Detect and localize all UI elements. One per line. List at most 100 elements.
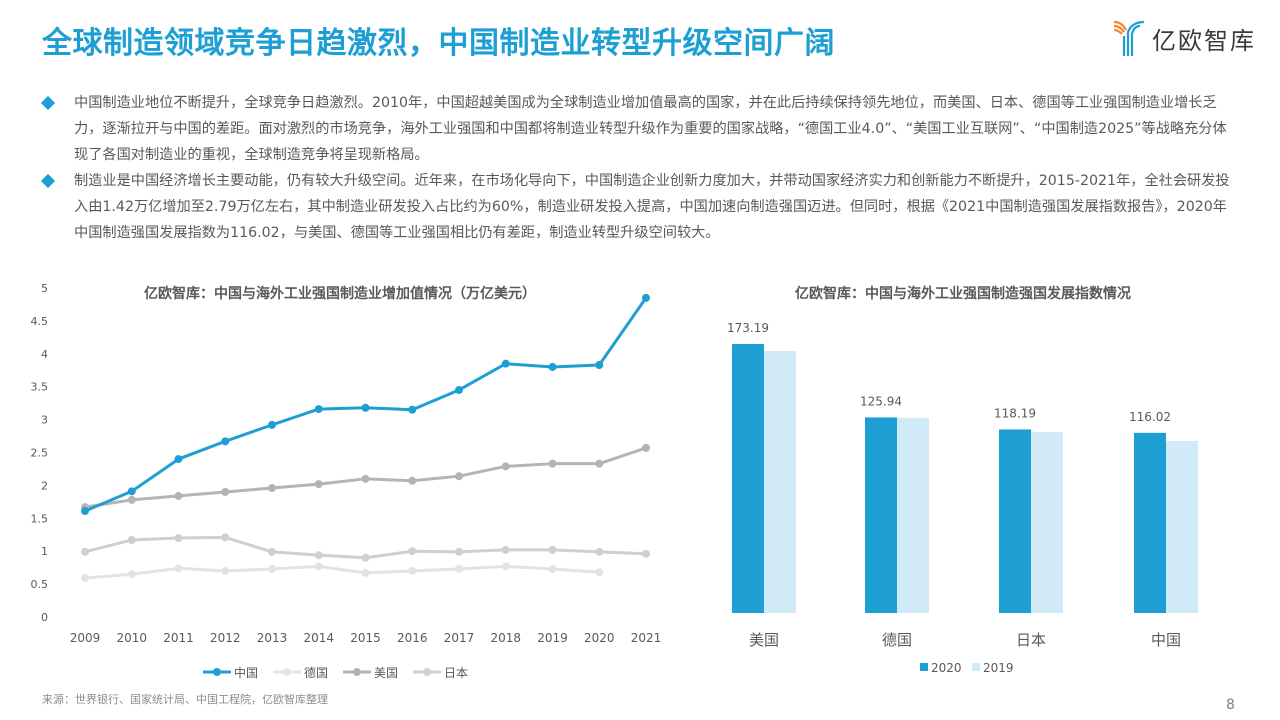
data-point [361,403,370,412]
data-point [221,437,230,446]
y-tick-label: 0 [41,611,48,624]
data-point [455,472,463,481]
logo-text: 亿欧智库 [1152,26,1256,55]
brand-logo: 亿欧智库 [1112,18,1256,58]
series-line [84,564,600,580]
bar-group: 116.02 中国 [1129,410,1198,649]
data-point [642,293,650,302]
data-point [408,547,417,556]
page-title: 全球制造领域竞争日趋激烈，中国制造业转型升级空间广阔 [42,26,835,61]
data-point [221,533,230,542]
data-point [501,545,510,554]
data-point [268,564,276,573]
legend-label: 美国 [374,666,398,680]
y-tick-label: 4.5 [31,315,49,328]
data-label: 116.02 [1129,410,1171,424]
bullet-text: 制造业是中国经济增长主要动能，仍有较大升级空间。近年来，在市场化导向下，中国制造… [74,173,1230,241]
category-label: 日本 [1016,631,1046,649]
data-point [595,459,604,468]
legend-item: 美国 [343,666,398,680]
bullet-item: 制造业是中国经济增长主要动能，仍有较大升级空间。近年来，在市场化导向下，中国制造… [40,168,1240,246]
legend-item: 2019 [972,661,1014,675]
legend-label: 2019 [983,661,1014,675]
data-point [408,476,417,485]
y-tick-label: 5 [41,282,48,295]
data-point [268,420,276,429]
data-point [314,562,323,571]
x-tick-label: 2011 [163,631,194,645]
y-tick-label: 3 [41,414,48,427]
series-美国 [81,443,650,512]
line-chart: 亿欧智库：中国与海外工业强国制造业增加值情况（万亿美元） 0 0.5 1 1.5 2 2.… [31,282,662,680]
line-chart-title: 亿欧智库：中国与海外工业强国制造业增加值情况（万亿美元） [144,285,536,302]
legend-marker-icon [283,668,291,676]
data-label: 173.19 [727,321,769,335]
legend-label: 2020 [931,661,962,675]
bar-2020 [1134,432,1166,613]
data-point [455,385,463,394]
bar-2019 [1166,440,1198,613]
legend-item: 德国 [273,665,328,680]
data-point [501,562,510,571]
category-label: 中国 [1151,631,1181,649]
bar-group: 125.94 德国 [860,394,929,649]
legend-marker-icon [423,668,431,676]
data-point [548,564,557,573]
y-tick-label: 2 [41,479,48,492]
data-point [174,455,183,464]
data-point [127,487,136,496]
data-point [455,547,463,556]
x-tick-label: 2018 [490,631,521,645]
data-point [642,443,650,452]
data-point [455,564,463,573]
source-note: 来源：世界银行、国家统计局、中国工程院，亿欧智库整理 [42,693,328,706]
x-tick-label: 2013 [257,631,288,645]
legend-item: 日本 [413,666,468,680]
x-tick-label: 2016 [397,631,428,645]
x-tick-label: 2021 [631,631,662,645]
data-point [221,487,230,496]
x-tick-label: 2014 [303,631,334,645]
legend-swatch-icon [920,663,928,671]
x-tick-label: 2017 [444,631,475,645]
data-point [81,547,89,556]
x-tick-label: 2012 [210,631,241,645]
data-point [127,536,136,545]
x-tick-label: 2010 [116,631,147,645]
data-point [174,491,183,500]
bar-chart: 亿欧智库：中国与海外工业强国制造强国发展指数情况 173.19 美国 125.94 德… [727,285,1198,675]
data-point [548,362,557,371]
data-label: 125.94 [860,394,902,408]
data-point [642,549,650,558]
series-日本 [81,533,650,562]
page-number: 8 [1226,697,1235,713]
data-point [174,564,183,573]
data-point [174,534,183,543]
data-point [268,547,276,556]
bullet-list: 中国制造业地位不断提升，全球竞争日趋激烈。2010年，中国超越美国成为全球制造业… [40,90,1240,246]
bullet-text: 中国制造业地位不断提升，全球竞争日趋激烈。2010年，中国超越美国成为全球制造业… [74,95,1227,163]
x-tick-label: 2019 [537,631,568,645]
bar-group: 173.19 美国 [727,321,796,649]
bar-2019 [897,417,929,613]
data-point [81,507,89,516]
legend-label: 德国 [304,665,328,680]
category-label: 德国 [882,631,912,649]
data-point [127,495,136,504]
data-point [127,570,136,579]
bar-2019 [764,351,796,613]
data-point [595,568,604,577]
y-tick-label: 1 [41,545,48,558]
legend-item: 中国 [203,665,258,680]
data-point [408,566,417,575]
y-tick-label: 0.5 [31,578,49,591]
data-point [548,459,557,468]
data-point [81,574,89,583]
x-tick-label: 2020 [584,631,615,645]
category-label: 美国 [749,631,779,649]
data-point [595,547,604,556]
y-tick-label: 3.5 [31,381,49,394]
x-tick-label: 2015 [350,631,381,645]
data-point [548,545,557,554]
bar-2019 [1031,432,1063,613]
